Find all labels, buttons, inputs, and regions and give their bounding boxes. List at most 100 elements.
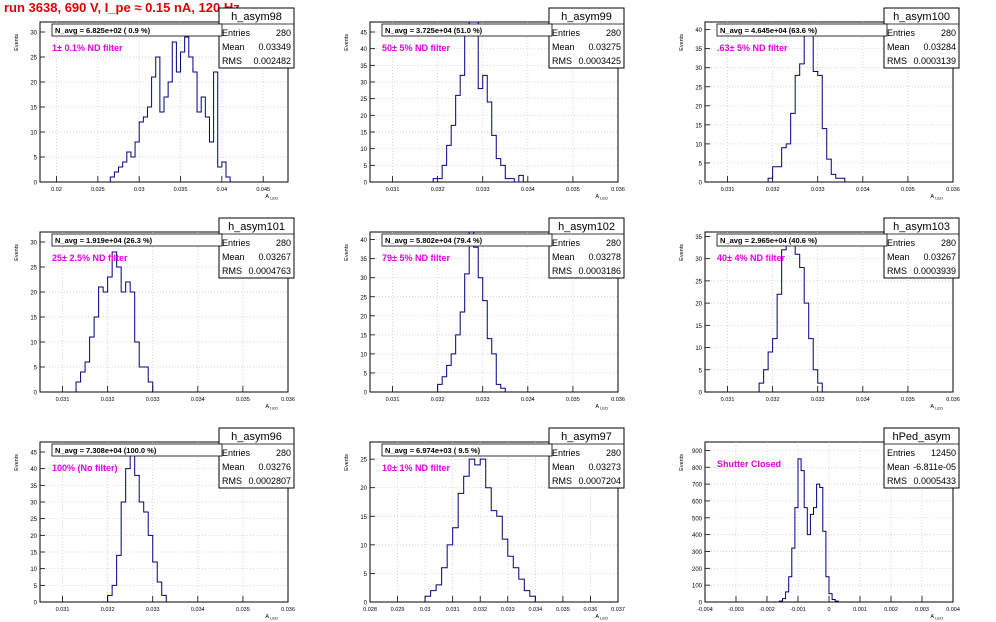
histogram-panel-h_asym97: 0 5 10 15 20 25 0.028 0.029 0.03 0.031 0.032 0.033 0… bbox=[344, 428, 625, 621]
y-tick-label: 0 bbox=[364, 391, 368, 397]
stats-value: 0.0002807 bbox=[248, 476, 291, 486]
histogram-panel-h_asym96: 0510152025303540450.031 0.032 0.033 0.034 0.… bbox=[14, 428, 295, 621]
x-tick-label: -0.004 bbox=[697, 607, 713, 613]
x-tick-label: 0.04 bbox=[217, 187, 228, 193]
x-axis-title: A LED bbox=[930, 614, 943, 621]
x-axis-title: A LED bbox=[265, 194, 278, 201]
filter-label: 40± 4% ND filter bbox=[717, 253, 785, 263]
x-tick-label: 0.035 bbox=[556, 607, 570, 613]
x-tick-label: 0.031 bbox=[386, 397, 400, 403]
y-tick-label: 15 bbox=[30, 106, 37, 112]
x-axis-title: A LED bbox=[595, 614, 608, 621]
x-axis-title: A LED bbox=[595, 194, 608, 201]
stats-value: 0.0003139 bbox=[913, 56, 956, 66]
y-tick-label: 35 bbox=[695, 47, 702, 53]
y-tick-label: 10 bbox=[360, 352, 367, 358]
x-tick-label: 0.031 bbox=[56, 607, 70, 613]
y-tick-label: 300 bbox=[692, 550, 703, 556]
x-tick-label: 0.032 bbox=[431, 397, 445, 403]
y-tick-label: 25 bbox=[30, 266, 37, 272]
y-tick-label: 45 bbox=[360, 31, 367, 37]
x-tick-label: -0.001 bbox=[790, 607, 806, 613]
x-tick-label: 0.003 bbox=[915, 607, 929, 613]
y-axis-title: Events bbox=[679, 34, 685, 51]
x-tick-label: 0.033 bbox=[811, 187, 825, 193]
y-tick-label: 700 bbox=[692, 483, 703, 489]
stats-label: RMS bbox=[552, 266, 572, 276]
stats-label: RMS bbox=[222, 56, 242, 66]
y-tick-label: 20 bbox=[30, 534, 37, 540]
navg-label: N_avg = 1.919e+04 (26.3 %) bbox=[55, 236, 153, 245]
x-tick-label: 0.035 bbox=[236, 397, 250, 403]
x-tick-label: 0.033 bbox=[501, 607, 515, 613]
histogram-name: h_asym97 bbox=[561, 431, 612, 443]
x-tick-label: 0.033 bbox=[811, 397, 825, 403]
stats-value: 0.03276 bbox=[258, 462, 291, 472]
x-tick-label: 0.033 bbox=[476, 187, 490, 193]
x-tick-label: 0.033 bbox=[146, 607, 160, 613]
histogram-panel-h_asym100: 05101520253035400.031 0.032 0.033 0.034 0.03… bbox=[679, 8, 960, 201]
y-tick-label: 400 bbox=[692, 533, 703, 539]
y-tick-label: 0 bbox=[34, 181, 38, 187]
stats-label: Entries bbox=[552, 28, 581, 38]
y-tick-label: 30 bbox=[360, 81, 367, 87]
histogram-panel-h_asym99: 0510152025303540450.031 0.032 0.033 0.034 0.… bbox=[344, 8, 625, 201]
x-tick-label: 0.028 bbox=[363, 607, 377, 613]
navg-label: N_avg = 4.645e+04 (63.6 %) bbox=[720, 26, 818, 35]
x-tick-label: 0.034 bbox=[856, 187, 870, 193]
stats-value: 0.0003425 bbox=[578, 56, 621, 66]
histogram-panel-h_asym102: 05101520253035400.031 0.032 0.033 0.034 0.03… bbox=[344, 218, 625, 411]
y-tick-label: 25 bbox=[30, 517, 37, 523]
y-axis-title: Events bbox=[679, 454, 685, 471]
histogram-panel-h_asym103: 051015202530350.031 0.032 0.033 0.034 0.035 0… bbox=[679, 218, 960, 411]
filter-label: 25± 2.5% ND filter bbox=[52, 253, 128, 263]
stats-label: RMS bbox=[222, 476, 242, 486]
stats-value: 0.03349 bbox=[258, 42, 291, 52]
y-tick-label: 5 bbox=[364, 164, 368, 170]
y-tick-label: 25 bbox=[360, 295, 367, 301]
x-tick-label: -0.002 bbox=[759, 607, 775, 613]
y-tick-label: 500 bbox=[692, 516, 703, 522]
y-tick-label: 0 bbox=[699, 391, 703, 397]
x-tick-label: 0.031 bbox=[56, 397, 70, 403]
y-tick-label: 200 bbox=[692, 567, 703, 573]
histogram-panel-hPed_asym: 0100200300400500600700800900-0.004 -0.003… bbox=[679, 428, 960, 621]
stats-value: 0.0005433 bbox=[913, 476, 956, 486]
x-tick-label: 0.035 bbox=[236, 607, 250, 613]
y-axis-title: Events bbox=[14, 244, 20, 261]
y-tick-label: 800 bbox=[692, 466, 703, 472]
x-tick-label: 0.004 bbox=[946, 607, 960, 613]
x-tick-label: 0.037 bbox=[611, 607, 625, 613]
stats-label: Entries bbox=[552, 448, 581, 458]
y-tick-label: 25 bbox=[360, 458, 367, 464]
y-axis-title: Events bbox=[679, 244, 685, 261]
y-tick-label: 15 bbox=[360, 515, 367, 521]
filter-label: 79± 5% ND filter bbox=[382, 253, 450, 263]
x-tick-label: 0.025 bbox=[91, 187, 105, 193]
x-tick-label: 0.001 bbox=[853, 607, 867, 613]
filter-label: 10± 1% ND filter bbox=[382, 463, 450, 473]
x-tick-label: 0.034 bbox=[528, 607, 542, 613]
navg-label: N_avg = 5.802e+04 (79.4 %) bbox=[385, 236, 483, 245]
stats-label: Entries bbox=[887, 238, 916, 248]
y-tick-label: 5 bbox=[699, 368, 703, 374]
filter-label: 1± 0.1% ND filter bbox=[52, 43, 123, 53]
x-tick-label: 0.002 bbox=[884, 607, 898, 613]
stats-label: Mean bbox=[887, 462, 910, 472]
y-tick-label: 5 bbox=[364, 371, 368, 377]
y-axis-title: Events bbox=[344, 454, 350, 471]
y-tick-label: 100 bbox=[692, 584, 703, 590]
x-tick-label: 0.032 bbox=[766, 397, 780, 403]
filter-label: Shutter Closed bbox=[717, 459, 781, 469]
x-tick-label: 0.036 bbox=[611, 397, 625, 403]
y-tick-label: 30 bbox=[30, 241, 37, 247]
stats-label: Entries bbox=[222, 448, 251, 458]
x-tick-label: 0.035 bbox=[566, 397, 580, 403]
y-tick-label: 10 bbox=[30, 131, 37, 137]
y-tick-label: 10 bbox=[360, 543, 367, 549]
y-tick-label: 35 bbox=[360, 257, 367, 263]
x-axis-title: A LED bbox=[265, 614, 278, 621]
x-tick-label: 0.029 bbox=[391, 607, 405, 613]
y-tick-label: 15 bbox=[30, 551, 37, 557]
